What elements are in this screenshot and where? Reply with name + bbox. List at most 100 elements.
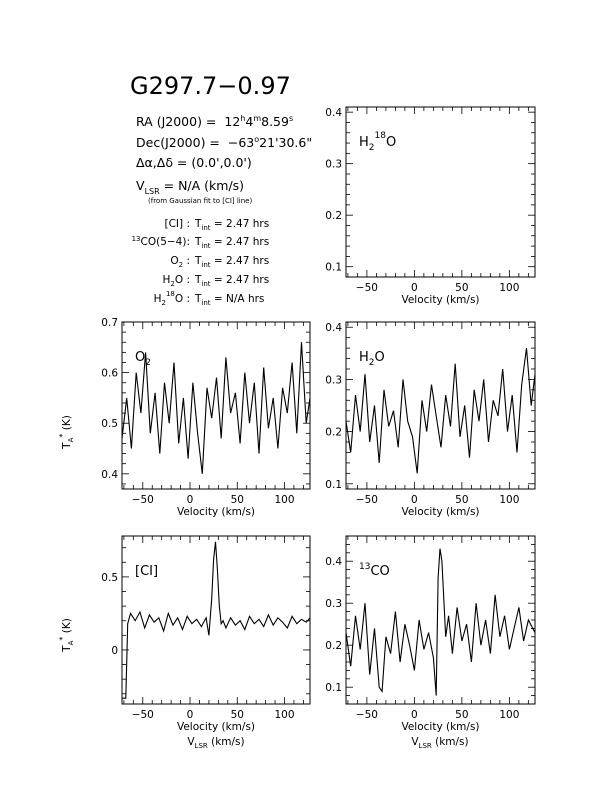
- dec-deg: −63: [228, 135, 254, 150]
- label-sup: 18: [375, 131, 387, 141]
- x-tick-label: 50: [231, 709, 244, 721]
- int-row-h218o-value: Tint = N/A hrs: [194, 293, 264, 307]
- y-tick-label: 0.1: [325, 682, 342, 694]
- label-sub: 2: [369, 358, 375, 368]
- y-tick-label: 0.7: [101, 317, 118, 329]
- y-tick-label: 0.3: [325, 374, 342, 386]
- y-tick-label: 0.1: [325, 479, 342, 491]
- vlsr-label-left: VLSR (km/s): [187, 736, 244, 750]
- y-tick-label: 0.5: [101, 418, 118, 430]
- label-after: O: [386, 135, 396, 150]
- integration-block: [CI] : Tint = 2.47 hrs 13CO(5−4): Tint =…: [132, 218, 270, 307]
- x-tick-label: 0: [187, 709, 194, 721]
- spectrum-line: [121, 342, 311, 474]
- ta-sup: *: [58, 637, 67, 641]
- plot-frame: [345, 106, 536, 278]
- plot-frame: [345, 535, 536, 705]
- x-axis-label: Velocity (km/s): [401, 294, 479, 306]
- int-row-h2o-value: Tint = 2.47 hrs: [194, 274, 269, 288]
- panel-h218o: −50 0 50 100 0.1 0.2 0.3 0.4 Velocity (km/s) H218…: [325, 106, 536, 306]
- int-row-13co-label: 13CO(5−4):: [132, 235, 190, 248]
- plot-frame: [345, 321, 536, 490]
- label-after: O: [375, 350, 385, 365]
- vlsr-rest: = N/A (km/s): [160, 178, 244, 193]
- spectrum-line: [345, 548, 536, 696]
- ta-sym: T: [61, 442, 73, 450]
- label-main: H: [359, 350, 369, 365]
- species-label: [CI]: [135, 564, 158, 579]
- spectrum-line: [122, 541, 311, 699]
- t-rest: = 2.47 hrs: [211, 274, 270, 286]
- ra-sec: 8.59: [261, 114, 289, 129]
- x-tick-label: −50: [356, 282, 378, 294]
- x-axis-label: Velocity (km/s): [401, 721, 479, 733]
- dec-label: Dec(J2000) =: [136, 135, 220, 150]
- gauss-note: (from Gaussian fit to [CI] line): [148, 197, 252, 205]
- y-tick-label: 0.4: [325, 556, 342, 568]
- ra-s-unit: s: [289, 114, 293, 123]
- ylabel-ta-bottom: TA* (K): [58, 618, 75, 653]
- ra-h-unit: h: [240, 114, 245, 123]
- mol-after: O :: [175, 293, 190, 305]
- x-tick-label: 0: [411, 709, 418, 721]
- x-tick-label: 50: [231, 494, 244, 506]
- source-title: G297.7−0.97: [130, 72, 291, 100]
- x-axis-label: Velocity (km/s): [401, 506, 479, 518]
- t-sub: int: [201, 299, 210, 307]
- label-main: [CI]: [135, 564, 158, 579]
- x-tick-label: 100: [499, 709, 519, 721]
- ra-min: 4: [245, 114, 253, 129]
- x-tick-label: 50: [455, 282, 468, 294]
- label-sub: 2: [145, 358, 151, 368]
- y-tick-label: 0.6: [101, 368, 118, 380]
- label-sup: 13: [359, 562, 370, 572]
- dec-rest: 21'30.6": [259, 135, 312, 150]
- t-rest: = 2.47 hrs: [211, 255, 270, 267]
- panel-o2: −50 0 50 100 0.4 0.5 0.6 0.7 Velocity (km/s) O2: [101, 317, 311, 518]
- x-tick-label: 100: [274, 494, 294, 506]
- t-rest: = 2.47 hrs: [211, 218, 270, 230]
- ta-sub: A: [67, 640, 75, 645]
- vlsr-label-right: VLSR (km/s): [411, 736, 468, 750]
- panel-ci: −50 0 50 100 0 0.5 Velocity (km/s) [CI]: [101, 535, 311, 733]
- y-tick-label: 0.3: [325, 598, 342, 610]
- v-rest: (km/s): [432, 736, 469, 748]
- v-rest: (km/s): [208, 736, 245, 748]
- species-label: H2O: [359, 350, 385, 368]
- int-row-ci-value: Tint = 2.47 hrs: [194, 218, 269, 232]
- ta-rest: (K): [61, 618, 73, 636]
- y-tick-label: 0.5: [101, 572, 118, 584]
- x-tick-label: 100: [274, 709, 294, 721]
- mol-sub: 2: [161, 299, 165, 307]
- ylabel-ta-middle: TA* (K): [58, 415, 75, 450]
- ra-hours: 12: [224, 114, 240, 129]
- species-label: H218O: [359, 131, 396, 153]
- ra-m-unit: m: [253, 114, 261, 123]
- x-axis-label: Velocity (km/s): [177, 721, 255, 733]
- v-sub: LSR: [419, 742, 432, 750]
- t-sym: T: [194, 274, 202, 286]
- mol-after: :: [183, 255, 190, 267]
- ta-sup: *: [58, 434, 67, 438]
- t-sym: T: [194, 255, 202, 267]
- y-tick-label: 0.1: [325, 262, 342, 274]
- x-tick-label: −50: [132, 494, 154, 506]
- t-sub: int: [201, 280, 210, 288]
- v-sym: V: [187, 736, 195, 748]
- t-rest: = N/A hrs: [211, 293, 265, 305]
- spectrum-line: [345, 348, 536, 474]
- vlsr-sub: LSR: [145, 187, 161, 196]
- t-sub: int: [201, 242, 210, 250]
- int-row-ci-label: [CI] :: [165, 218, 191, 230]
- y-tick-label: 0.3: [325, 159, 342, 171]
- plot-frame: [121, 321, 311, 490]
- mol-after: O :: [175, 274, 190, 286]
- x-tick-label: −50: [356, 709, 378, 721]
- ta-rest: (K): [61, 415, 73, 433]
- y-tick-label: 0.4: [325, 107, 342, 119]
- x-tick-label: 50: [455, 494, 468, 506]
- v-sub: LSR: [195, 742, 208, 750]
- panel-h2o: −50 0 50 100 0.1 0.2 0.3 0.4 Velocity (km/s) H2O: [325, 321, 536, 518]
- vlsr-line: VLSR = N/A (km/s): [136, 178, 244, 196]
